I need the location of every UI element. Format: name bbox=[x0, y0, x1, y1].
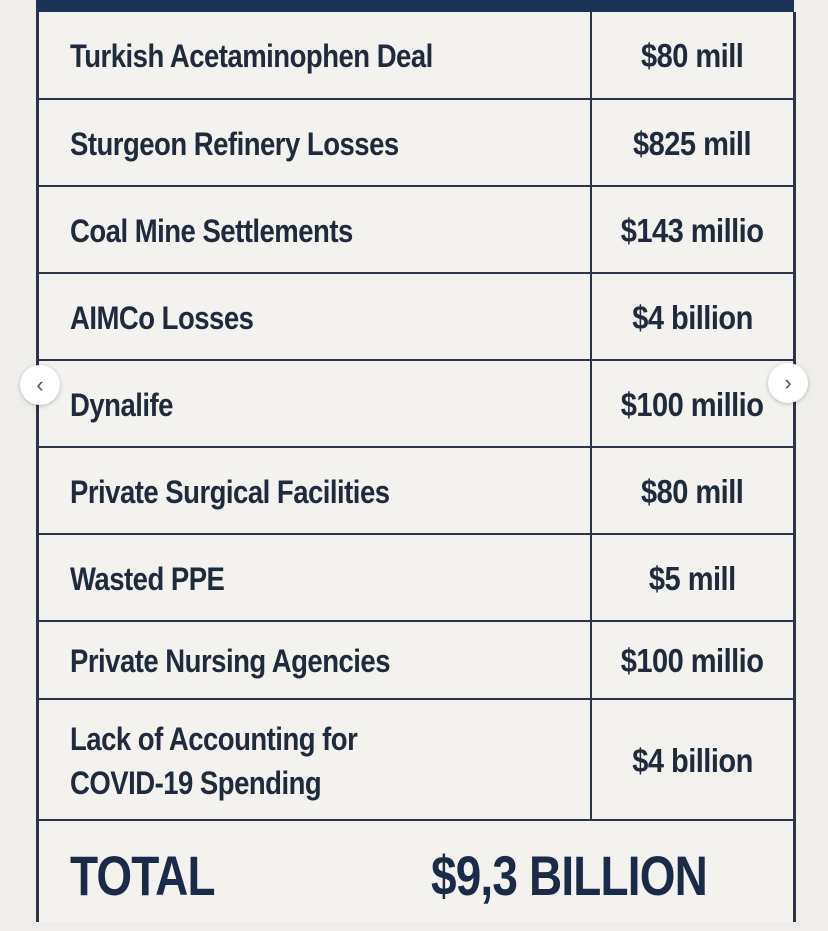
total-row: TOTAL $9,3 BILLION bbox=[39, 819, 793, 931]
row-label: Lack of Accounting for COVID-19 Spending bbox=[70, 700, 358, 821]
table-row: Turkish Acetaminophen Deal $80 mill bbox=[39, 12, 793, 100]
table-row: Private Nursing Agencies $100 millio bbox=[39, 620, 793, 700]
column-divider bbox=[590, 361, 592, 448]
column-divider bbox=[590, 100, 592, 187]
table-row: Sturgeon Refinery Losses $825 mill bbox=[39, 98, 793, 187]
column-divider bbox=[590, 12, 592, 100]
column-divider bbox=[590, 535, 592, 622]
carousel-next-button[interactable]: › bbox=[768, 363, 808, 403]
table-row: AIMCo Losses $4 billion bbox=[39, 272, 793, 361]
table-row: Private Surgical Facilities $80 mill bbox=[39, 446, 793, 535]
row-label: Sturgeon Refinery Losses bbox=[70, 125, 399, 162]
table-row: Lack of Accounting for COVID-19 Spending… bbox=[39, 698, 793, 821]
table-row: Wasted PPE $5 mill bbox=[39, 533, 793, 622]
column-divider bbox=[590, 622, 592, 700]
row-label: Wasted PPE bbox=[70, 560, 225, 597]
row-value: $5 mill bbox=[649, 559, 736, 597]
chevron-right-icon: › bbox=[784, 370, 792, 395]
row-value: $80 mill bbox=[641, 37, 744, 74]
row-value: $100 millio bbox=[621, 385, 764, 423]
chevron-left-icon: ‹ bbox=[36, 372, 44, 397]
column-divider bbox=[590, 448, 592, 535]
table-row: Dynalife $100 millio bbox=[39, 359, 793, 448]
row-value: $4 billion bbox=[632, 741, 753, 779]
total-label: TOTAL bbox=[70, 844, 216, 907]
row-value: $143 millio bbox=[621, 211, 764, 249]
column-divider bbox=[590, 187, 592, 274]
row-label: AIMCo Losses bbox=[70, 299, 254, 336]
row-label-line: Lack of Accounting for bbox=[70, 720, 358, 757]
row-value: $825 mill bbox=[633, 124, 752, 162]
table-row: Coal Mine Settlements $143 millio bbox=[39, 185, 793, 274]
column-divider bbox=[590, 274, 592, 361]
row-value: $100 millio bbox=[621, 642, 764, 679]
total-value: $9,3 BILLION bbox=[431, 844, 708, 907]
row-value: $4 billion bbox=[632, 298, 753, 336]
cost-table: Turkish Acetaminophen Deal $80 mill Stur… bbox=[36, 12, 796, 922]
row-label: Private Nursing Agencies bbox=[70, 643, 391, 679]
row-label: Coal Mine Settlements bbox=[70, 212, 353, 249]
row-label: Private Surgical Facilities bbox=[70, 473, 390, 510]
row-value: $80 mill bbox=[641, 472, 744, 510]
row-label: Turkish Acetaminophen Deal bbox=[70, 38, 433, 74]
row-label: Dynalife bbox=[70, 386, 173, 423]
carousel-prev-button[interactable]: ‹ bbox=[20, 365, 60, 405]
table-header-bar bbox=[36, 0, 794, 12]
row-label-line: COVID-19 Spending bbox=[70, 764, 322, 801]
column-divider bbox=[590, 700, 592, 821]
